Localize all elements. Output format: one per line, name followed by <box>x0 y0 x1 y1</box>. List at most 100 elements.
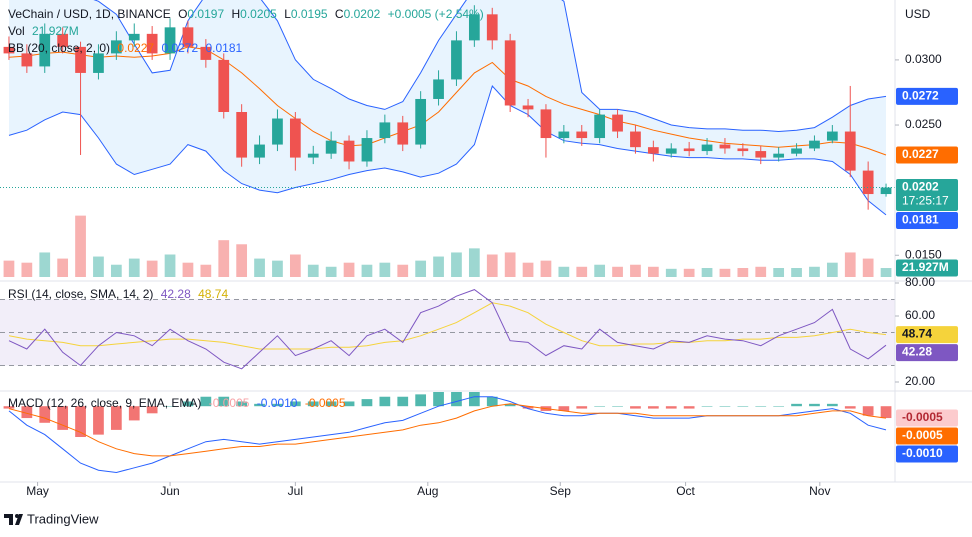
price-tag <box>896 445 958 463</box>
volume-bar <box>773 268 785 277</box>
candle-body <box>809 140 820 149</box>
volume-bar <box>164 254 176 277</box>
volume-bar <box>272 260 283 277</box>
bb-line <box>8 85 887 216</box>
candle-body <box>522 105 534 110</box>
price-tag <box>896 326 958 344</box>
histogram-bar <box>93 406 104 435</box>
candle-body <box>361 138 373 162</box>
volume-bar <box>809 266 820 277</box>
histogram-bar <box>254 403 265 407</box>
volume-bar <box>880 268 892 277</box>
histogram-bar <box>289 401 301 407</box>
price-tag-label: 42.28 <box>902 345 932 359</box>
volume-bar <box>75 215 86 277</box>
x-tick-label: Jun <box>160 484 179 498</box>
histogram-bar <box>57 406 69 430</box>
candle-body <box>379 122 391 139</box>
histogram-bar <box>701 406 713 407</box>
candle-body <box>737 148 749 152</box>
histogram-bar <box>862 406 874 416</box>
rsi-title: RSI (14, close, SMA, 14, 2) <box>8 287 154 301</box>
bb-title: BB (20, close, 2, 0) <box>8 41 111 55</box>
candle-body <box>307 153 319 158</box>
histogram-bar <box>504 403 516 407</box>
histogram-bar <box>773 406 785 407</box>
histogram-bar <box>307 401 319 407</box>
volume-bar <box>343 262 355 277</box>
candle-body <box>594 114 606 139</box>
logo-mark <box>4 514 23 525</box>
candle-body <box>540 109 552 139</box>
rsi-legend: RSI (14, close, SMA, 14, 2) 42.28 48.74 <box>8 286 232 303</box>
volume-bar <box>182 262 194 277</box>
volume-bar <box>325 266 337 277</box>
rsi-line <box>8 289 887 370</box>
macd-line <box>8 403 887 457</box>
histogram-bar <box>325 401 337 407</box>
volume-bar <box>397 264 409 277</box>
volume-bar <box>361 264 373 277</box>
candle-body <box>844 131 856 171</box>
ohlc-key: H <box>231 7 241 21</box>
volume-bar <box>3 260 15 277</box>
candle-body <box>21 53 33 67</box>
volume-bar <box>701 268 713 277</box>
ohlc-key: O <box>178 7 188 21</box>
candle-body <box>701 144 713 152</box>
volume-bar <box>110 264 122 277</box>
change: +0.0005 (+2.54%) <box>387 7 484 21</box>
macd-pane <box>3 392 892 474</box>
y-tick-label: 80.00 <box>905 275 935 289</box>
price-tag <box>896 212 958 230</box>
histogram-bar <box>791 403 802 407</box>
volume-bar <box>289 254 301 277</box>
price-legend: VeChain / USD, 1D, BINANCE O0.0197 H0.02… <box>8 6 488 57</box>
histogram-bar <box>576 406 588 409</box>
candle-body <box>272 118 283 145</box>
y-tick-label: 60.00 <box>905 308 935 322</box>
candle-body <box>110 40 122 54</box>
ohlc-value: 0.0197 <box>187 7 225 21</box>
candle-body <box>468 14 480 41</box>
currency-label: USD <box>905 7 931 21</box>
bb-fill <box>9 0 886 215</box>
macd-hist-value: -0.0005 <box>208 396 250 410</box>
price-tag-label: 0.0181 <box>902 213 939 227</box>
histogram-bar <box>522 406 534 409</box>
band-fill <box>0 299 895 366</box>
volume-bar <box>594 264 606 277</box>
candle-body <box>397 122 409 145</box>
candle-body <box>880 187 892 195</box>
volume-bar <box>576 266 588 277</box>
y-tick-label: 0.0150 <box>905 247 942 261</box>
candle-body <box>182 27 194 47</box>
volume-bar <box>612 266 623 277</box>
ohlc-key: L <box>284 7 291 21</box>
histogram-bar <box>128 406 140 421</box>
bb-line <box>93 0 887 133</box>
histogram-bar <box>379 396 391 407</box>
y-tick-label: 20.00 <box>905 374 935 388</box>
volume-value: 21.927M <box>32 24 79 38</box>
volume-bar <box>558 266 570 277</box>
volume-bar <box>57 258 69 277</box>
ohlc-value: 0.0195 <box>290 7 328 21</box>
candle-body <box>558 131 570 139</box>
candle-body <box>451 40 462 80</box>
volume-bar <box>630 264 641 277</box>
price-tag-label: 0.0202 <box>902 180 939 194</box>
rsi-value: 42.28 <box>160 287 191 301</box>
price-tag-label: 0.0272 <box>902 89 939 103</box>
histogram-bar <box>880 406 892 419</box>
y-tick-label: 0.0300 <box>905 52 942 66</box>
candle-body <box>862 170 874 195</box>
candle-body <box>254 144 265 158</box>
macd-legend: MACD (12, 26, close, 9, EMA, EMA) -0.000… <box>8 395 350 412</box>
candle-body <box>57 33 69 47</box>
candle-body <box>39 33 51 67</box>
bb-lower-value: 0.0181 <box>205 41 243 55</box>
legend-row: VeChain / USD, 1D, BINANCE O0.0197 H0.02… <box>8 6 488 23</box>
price-tag-label: 48.74 <box>902 327 932 341</box>
candle-body <box>325 140 337 154</box>
